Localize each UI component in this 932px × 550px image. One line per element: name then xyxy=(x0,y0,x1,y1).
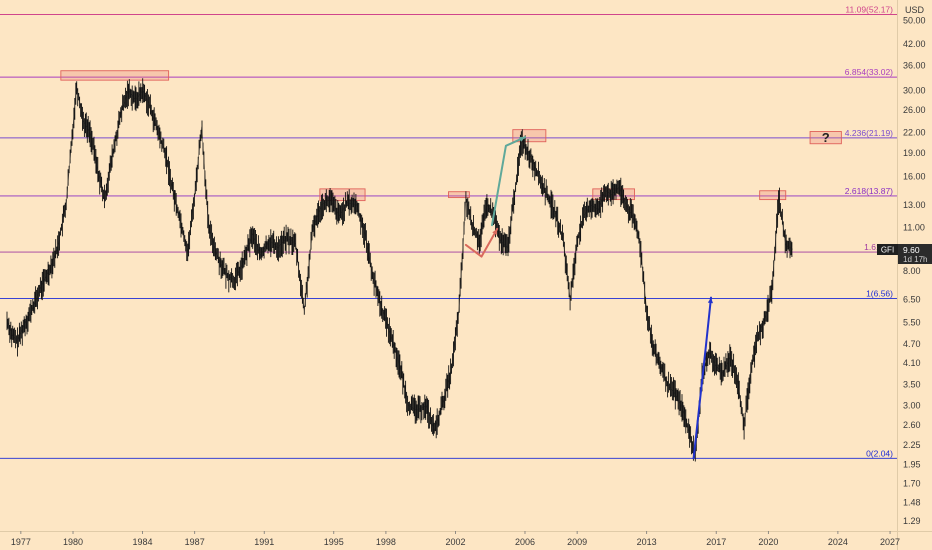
y-tick-label-9: 4.70 xyxy=(903,339,921,349)
x-tick-label-3: 1987 xyxy=(185,537,205,547)
zone-box-1[interactable] xyxy=(319,188,366,202)
fib-label-1: 6.854(33.02) xyxy=(845,67,893,77)
trend-arrows xyxy=(464,136,714,460)
x-tick-label-8: 2006 xyxy=(515,537,535,547)
y-tick-label-8: 4.10 xyxy=(903,358,921,368)
y-tick-label-19: 26.00 xyxy=(903,105,926,115)
y-tick-label-3: 1.95 xyxy=(903,460,921,470)
y-tick-label-2: 1.70 xyxy=(903,478,921,488)
zone-box-6[interactable] xyxy=(809,131,842,145)
price-badge-bg xyxy=(898,244,932,264)
x-tick-label-11: 2017 xyxy=(706,537,726,547)
price-countdown: 1d 17h xyxy=(903,255,927,264)
question-mark: ? xyxy=(822,130,830,145)
currency-label: USD xyxy=(905,5,925,15)
y-tick-label-14: 11.00 xyxy=(903,223,925,233)
zone-box-5[interactable] xyxy=(759,190,787,201)
zone-box-2[interactable] xyxy=(448,191,470,199)
price-series xyxy=(6,78,793,462)
x-tick-label-12: 2020 xyxy=(758,537,778,547)
y-tick-label-20: 30.00 xyxy=(903,85,926,95)
x-tick-label-5: 1995 xyxy=(324,537,344,547)
y-tick-label-6: 3.00 xyxy=(903,401,921,411)
x-tick-label-13: 2024 xyxy=(828,537,848,547)
trend-arrow-head-1 xyxy=(518,137,525,142)
x-tick-label-4: 1991 xyxy=(254,537,274,547)
x-tick-label-1: 1980 xyxy=(63,537,83,547)
fib-label-3: 2.618(13.87) xyxy=(845,186,893,196)
y-tick-label-0: 1.29 xyxy=(903,516,921,526)
x-tick-label-7: 2002 xyxy=(445,537,465,547)
fib-label-5: 1(6.56) xyxy=(866,288,893,298)
y-tick-label-16: 16.00 xyxy=(903,171,926,181)
fib-label-6: 0(2.04) xyxy=(866,448,893,458)
y-tick-label-12: 8.00 xyxy=(903,266,921,276)
y-tick-label-7: 3.50 xyxy=(903,379,921,389)
y-tick-label-21: 36.00 xyxy=(903,60,926,70)
ticker-badge: GFI xyxy=(881,246,894,255)
x-axis: 1977 1980 1984 1987 1991 1995 1998 2002 2006 2009… xyxy=(11,531,900,547)
x-tick-label-0: 1977 xyxy=(11,537,31,547)
y-tick-label-4: 2.25 xyxy=(903,440,921,450)
y-tick-label-15: 13.00 xyxy=(903,200,926,210)
y-axis: 1.29 1.48 1.70 1.95 2.25 2.60 3.00 3.50 4.10 4.70… xyxy=(903,15,926,526)
y-tick-label-23: 50.00 xyxy=(903,15,926,25)
y-tick-label-18: 22.00 xyxy=(903,128,926,138)
trend-arrow-1[interactable] xyxy=(491,136,526,227)
x-tick-label-9: 2009 xyxy=(567,537,587,547)
trend-arrow-0[interactable] xyxy=(464,227,499,258)
x-tick-label-6: 1998 xyxy=(376,537,396,547)
y-tick-label-17: 19.00 xyxy=(903,148,926,158)
y-tick-label-1: 1.48 xyxy=(903,497,921,507)
trend-arrow-head-0 xyxy=(492,228,498,235)
y-tick-label-11: 6.50 xyxy=(903,295,921,305)
question-mark-text: ? xyxy=(822,130,830,145)
trend-arrow-head-2 xyxy=(707,297,714,304)
y-tick-label-10: 5.50 xyxy=(903,318,921,328)
x-tick-label-10: 2013 xyxy=(637,537,657,547)
fib-label-0: 11.09(52.17) xyxy=(845,5,893,15)
x-tick-label-2: 1984 xyxy=(133,537,153,547)
x-tick-label-14: 2027 xyxy=(880,537,900,547)
fib-label-2: 4.236(21.19) xyxy=(845,128,893,138)
trend-arrow-2[interactable] xyxy=(692,296,712,460)
price-value: 9.60 xyxy=(903,245,920,255)
price-badge: GFI 9.60 1d 17h xyxy=(877,244,932,264)
price-line xyxy=(6,85,793,455)
zone-box-4[interactable] xyxy=(592,188,635,201)
y-tick-label-5: 2.60 xyxy=(903,420,921,430)
zone-box-0[interactable] xyxy=(60,70,170,81)
y-tick-label-22: 42.00 xyxy=(903,39,926,49)
ticker-badge-bg xyxy=(877,244,898,255)
